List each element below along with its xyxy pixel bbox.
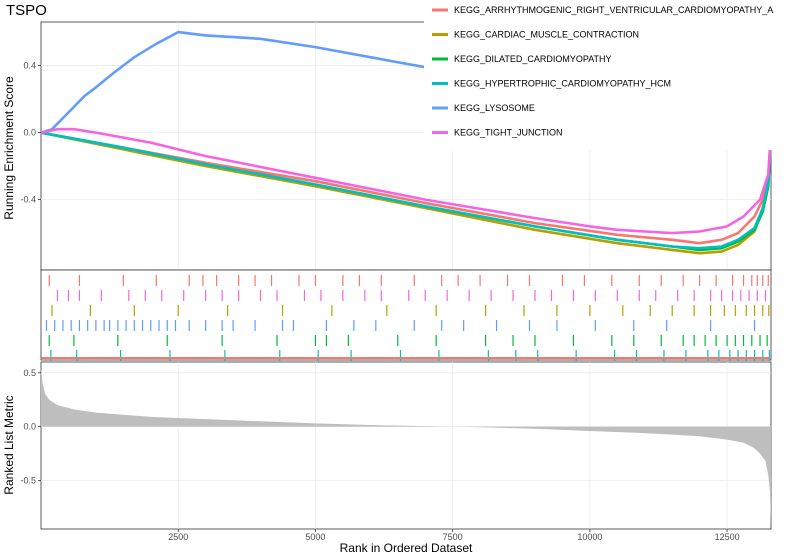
x-tick-label: 12500 [715,532,740,542]
hits-panel-frame [40,269,772,361]
top-y-ticks: 0.4 0.0 -0.4 [20,61,41,205]
enrichment-line [40,131,773,250]
top-y-axis-title: Running Enrichment Score [2,76,16,220]
legend-label: KEGG_ARRHYTHMOGENIC_RIGHT_VENTRICULAR_CA… [454,5,773,15]
hit-marks [41,275,771,361]
enrichment-line [40,131,773,245]
x-axis-title: Rank in Ordered Dataset [340,541,473,555]
enrichment-line [40,127,773,235]
legend-label: KEGG_LYSOSOME [454,103,535,113]
bottom-y-ticks: 0.5 0.0 -0.5 [20,368,41,486]
bottom-y-tick-label: -0.5 [20,476,36,486]
bottom-panel-frame [40,361,772,530]
enrichment-lines [40,30,773,255]
x-ticks: 2500 5000 7500 10000 12500 [168,529,740,542]
legend-label: KEGG_DILATED_CARDIOMYOPATHY [454,54,612,64]
bottom-y-tick-label: 0.0 [23,422,36,432]
x-tick-label: 2500 [168,532,188,542]
legend-label: KEGG_HYPERTROPHIC_CARDIOMYOPATHY_HCM [454,79,671,89]
bottom-y-tick-label: 0.5 [23,368,36,378]
top-y-tick-label: -0.4 [20,195,36,205]
legend-label: KEGG_CARDIAC_MUSCLE_CONTRACTION [454,30,639,40]
legend-label: KEGG_TIGHT_JUNCTION [454,128,563,138]
x-tick-label: 7500 [443,532,463,542]
chart-title: TSPO [6,2,47,19]
x-tick-label: 10000 [577,532,602,542]
legend: KEGG_ARRHYTHMOGENIC_RIGHT_VENTRICULAR_CA… [424,0,779,150]
x-tick-label: 5000 [305,532,325,542]
top-y-tick-label: 0.0 [23,128,36,138]
top-y-tick-label: 0.4 [23,61,36,71]
bottom-y-axis-title: Ranked List Metric [2,395,16,494]
legend-background [424,0,779,150]
